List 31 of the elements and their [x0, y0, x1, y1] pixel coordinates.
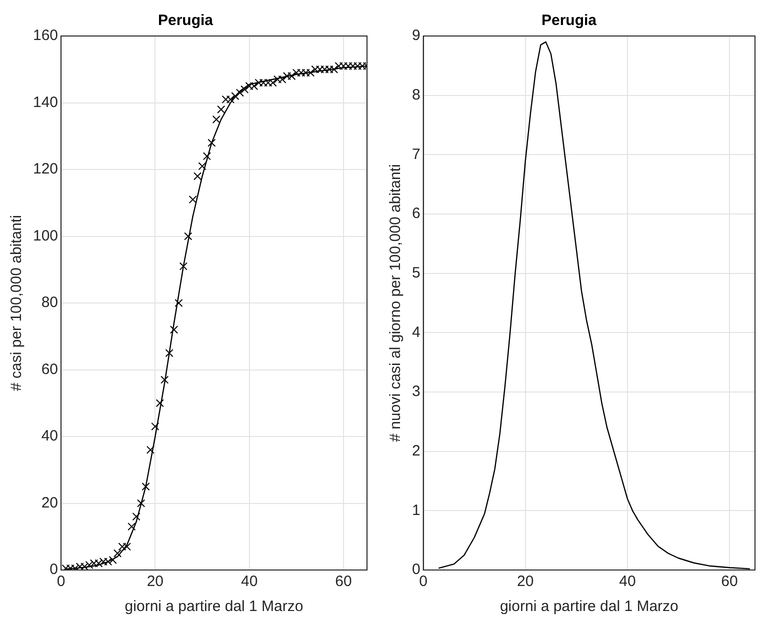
y-tick-label: 0: [50, 561, 58, 578]
y-tick-label: 1: [412, 502, 420, 519]
y-tick-label: 4: [412, 324, 420, 341]
y-tick-label: 60: [41, 360, 58, 378]
y-tick-label: 5: [412, 264, 420, 282]
x-tick-label: 20: [517, 573, 534, 590]
chart-title: Perugia: [541, 12, 598, 30]
y-tick-label: 3: [412, 383, 420, 400]
y-tick-label: 20: [41, 494, 58, 512]
y-tick-label: 6: [412, 205, 420, 222]
y-tick-label: 100: [32, 227, 58, 244]
y-tick-label: 40: [41, 428, 58, 445]
x-tick-label: 60: [335, 573, 352, 590]
y-tick-label: 140: [32, 94, 58, 111]
y-axis-title: # nuovi casi al giorno per 100,000 abitanti: [387, 164, 404, 442]
chart-title: Perugia: [158, 12, 214, 30]
x-tick-label: 20: [146, 573, 164, 590]
y-tick-label: 120: [32, 160, 58, 178]
x-axis-title: giorni a partire dal 1 Marzo: [500, 598, 678, 616]
y-axis-title: # casi per 100,000 abitanti: [8, 215, 26, 391]
y-tick-label: 2: [412, 442, 420, 460]
y-tick-label: 9: [412, 27, 420, 44]
y-tick-label: 0: [412, 561, 420, 578]
x-tick-label: 60: [721, 573, 738, 590]
x-tick-label: 40: [240, 573, 258, 590]
x-axis-title: giorni a partire dal 1 Marzo: [124, 598, 304, 616]
y-tick-label: 7: [412, 146, 420, 163]
y-tick-label: 80: [41, 294, 58, 312]
y-tick-label: 160: [32, 27, 58, 44]
x-tick-label: 40: [619, 573, 636, 590]
y-tick-label: 8: [412, 86, 420, 104]
